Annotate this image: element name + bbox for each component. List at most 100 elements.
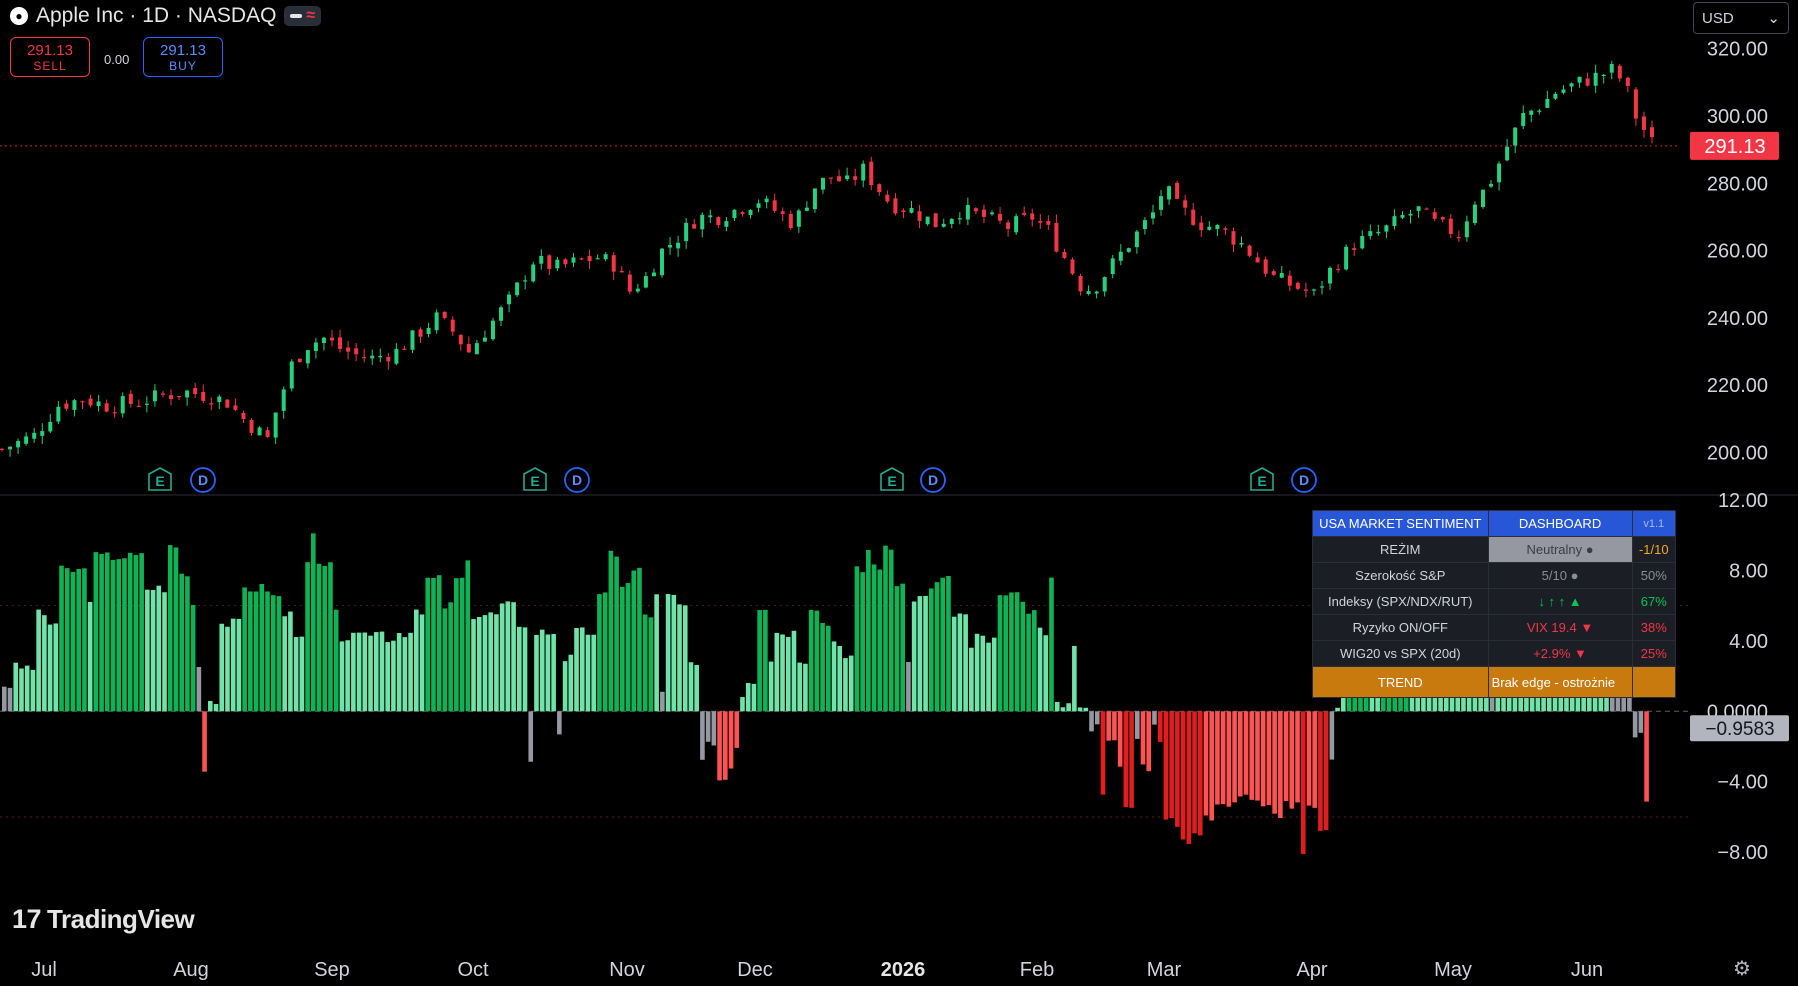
- histogram-bar: [179, 573, 184, 712]
- histogram-bar: [1135, 711, 1140, 739]
- candle-body: [563, 259, 568, 265]
- histogram-bar: [614, 556, 619, 712]
- candle-body: [1086, 291, 1091, 294]
- currency-select[interactable]: USD ⌄: [1693, 2, 1789, 34]
- histogram-bar: [1146, 711, 1152, 772]
- candle-body: [0, 448, 4, 450]
- dividend-marker-label: D: [198, 472, 208, 488]
- candle-body: [893, 198, 898, 214]
- price-axis-label: 300.00: [1707, 106, 1768, 128]
- candle-body: [1497, 163, 1502, 183]
- histogram-bar: [2, 686, 7, 712]
- candle-body: [1529, 110, 1534, 115]
- histogram-bar: [951, 616, 957, 712]
- buy-button[interactable]: 291.13 BUY: [143, 37, 223, 77]
- candle-body: [1046, 221, 1051, 225]
- candle-body: [72, 400, 77, 410]
- candle-body: [144, 403, 149, 405]
- candle-body: [273, 412, 278, 438]
- candle-body: [539, 255, 544, 264]
- candle-body: [1432, 212, 1437, 219]
- histogram-bar: [1163, 711, 1169, 820]
- histogram-bar: [917, 596, 923, 712]
- candle-body: [756, 203, 761, 208]
- candle-body: [402, 348, 407, 350]
- candle-body: [1279, 272, 1284, 278]
- histogram-bar: [694, 664, 699, 712]
- histogram-bar: [1220, 711, 1226, 805]
- candle-body: [724, 221, 729, 227]
- histogram-bar: [820, 623, 825, 712]
- histogram-bar: [259, 584, 265, 712]
- row-value: Neutralny ●: [1487, 536, 1633, 563]
- candle-body: [1456, 237, 1461, 239]
- candle-body: [837, 176, 842, 182]
- histogram-bar: [145, 589, 150, 712]
- candle-body: [1070, 259, 1075, 274]
- histogram-bar: [225, 626, 230, 712]
- candle-body: [128, 393, 133, 404]
- histogram-bar: [980, 635, 986, 712]
- row-score: 25%: [1631, 640, 1677, 667]
- symbol-title[interactable]: Apple Inc · 1D · NASDAQ: [36, 4, 277, 27]
- dashboard-subtitle: DASHBOARD: [1487, 510, 1633, 537]
- candle-body: [321, 337, 326, 344]
- histogram-bar: [517, 626, 522, 712]
- sell-price: 291.13: [27, 42, 73, 59]
- candle-body: [1609, 64, 1614, 73]
- histogram-bar: [1140, 711, 1146, 765]
- histogram-bar: [568, 654, 574, 712]
- candle-body: [1464, 221, 1469, 238]
- histogram-bar: [13, 662, 19, 712]
- histogram-bar: [677, 604, 682, 712]
- apple-logo-icon: ●: [10, 7, 28, 25]
- histogram-bar: [534, 634, 539, 712]
- histogram-bar: [345, 640, 350, 712]
- histogram-bar: [1289, 711, 1295, 809]
- candle-body: [1505, 146, 1510, 161]
- tradingview-logo[interactable]: 17 TradingView: [12, 904, 195, 935]
- candle-body: [1118, 251, 1123, 261]
- candle-body: [1344, 246, 1349, 270]
- histogram-bar: [1232, 711, 1237, 803]
- tradingview-mark-icon: 17: [12, 904, 42, 934]
- histogram-bar: [1014, 592, 1020, 712]
- histogram-bar: [1112, 711, 1117, 741]
- candle-body: [1336, 268, 1341, 271]
- histogram-bar: [740, 697, 745, 712]
- candle-body: [152, 390, 157, 402]
- candle-body: [338, 337, 343, 349]
- histogram-bar: [757, 610, 762, 712]
- candle-body: [1521, 113, 1526, 127]
- histogram-bar: [202, 711, 207, 772]
- histogram-bar: [1226, 711, 1232, 807]
- gear-icon[interactable]: ⚙: [1733, 958, 1751, 980]
- sentiment-dashboard: USA MARKET SENTIMENT DASHBOARD v1.1 REŻI…: [1312, 510, 1677, 698]
- last-price-label: 291.13: [1704, 136, 1765, 158]
- indicator-toggle[interactable]: ≈: [284, 6, 322, 26]
- candle-body: [1183, 200, 1188, 208]
- sell-button[interactable]: 291.13 SELL: [10, 37, 90, 77]
- histogram-bar: [711, 711, 717, 746]
- candle-body: [957, 218, 962, 220]
- dividend-marker-label: D: [1299, 472, 1309, 488]
- candle-body: [1633, 89, 1638, 119]
- candle-body: [96, 401, 101, 407]
- candle-body: [418, 329, 423, 337]
- candle-body: [354, 348, 359, 355]
- histogram-bar: [648, 617, 654, 712]
- histogram-bar: [213, 704, 219, 712]
- candle-body: [990, 212, 994, 215]
- histogram-bar: [156, 585, 162, 712]
- candle-body: [32, 432, 37, 439]
- candle-body: [973, 208, 978, 212]
- candle-body: [740, 212, 745, 214]
- candle-body: [901, 210, 906, 213]
- histogram-bar: [1638, 711, 1644, 733]
- candle-body: [281, 389, 286, 411]
- row-label: REŻIM: [1312, 536, 1489, 563]
- candle-body: [241, 412, 246, 419]
- histogram-bar: [1249, 711, 1255, 800]
- candle-body: [1448, 218, 1453, 234]
